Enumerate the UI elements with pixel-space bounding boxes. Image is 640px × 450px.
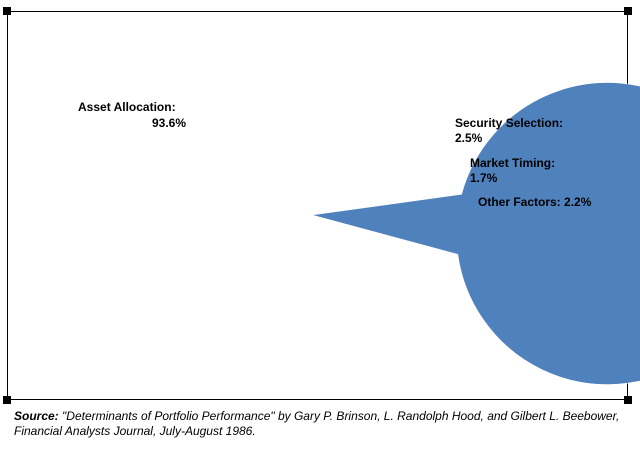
resize-handle-bottom-left[interactable] <box>3 396 11 404</box>
resize-handle-top-left[interactable] <box>3 7 11 15</box>
source-text: "Determinants of Portfolio Performance" … <box>14 409 620 438</box>
pie-chart: Asset Allocation: 93.6% Security Selecti… <box>78 82 640 385</box>
label-asset-allocation: Asset Allocation: <box>78 100 176 114</box>
label-asset-allocation-value: 93.6% <box>152 116 186 130</box>
label-security-selection-value: 2.5% <box>455 131 483 145</box>
label-other-factors: Other Factors: 2.2% <box>478 195 592 209</box>
source-caption: Source: "Determinants of Portfolio Perfo… <box>14 409 634 439</box>
label-security-selection: Security Selection: <box>455 116 563 130</box>
pie-slice-asset-allocation <box>311 82 640 385</box>
resize-handle-top-right[interactable] <box>624 7 632 15</box>
label-market-timing: Market Timing: <box>470 156 555 170</box>
resize-handle-bottom-right[interactable] <box>624 396 632 404</box>
label-market-timing-value: 1.7% <box>470 171 498 185</box>
source-prefix: Source: <box>14 409 59 423</box>
